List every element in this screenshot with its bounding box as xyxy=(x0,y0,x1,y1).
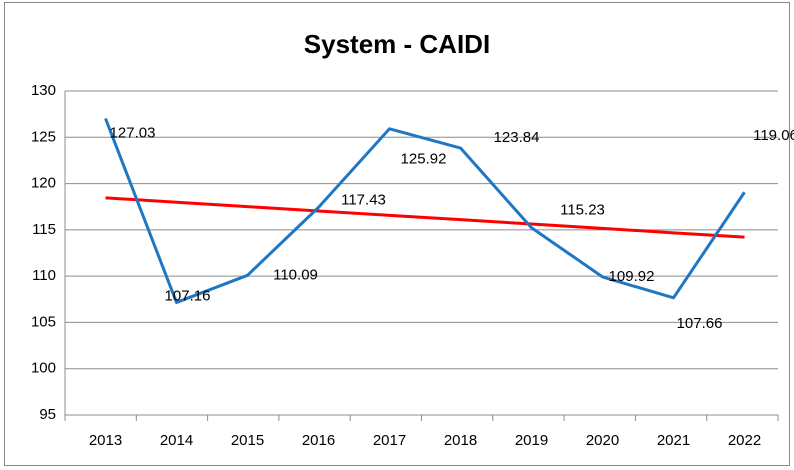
data-label: 107.16 xyxy=(165,287,211,304)
data-label: 127.03 xyxy=(110,124,156,141)
data-label: 119.06 xyxy=(753,127,794,144)
data-label: 125.92 xyxy=(401,151,447,168)
series-line xyxy=(104,117,746,304)
x-tick-label: 2021 xyxy=(657,432,690,449)
x-tick-label: 2013 xyxy=(89,432,122,449)
x-tick-label: 2016 xyxy=(302,432,335,449)
y-tick-label: 120 xyxy=(31,175,56,192)
data-label: 115.23 xyxy=(560,202,605,219)
data-label: 109.92 xyxy=(609,268,655,285)
x-tick-label: 2015 xyxy=(231,432,264,449)
chart-border xyxy=(4,2,790,466)
x-tick-label: 2022 xyxy=(728,432,761,449)
y-tick-label: 115 xyxy=(32,221,56,238)
x-tick-label: 2017 xyxy=(373,432,406,449)
y-tick-label: 110 xyxy=(32,267,56,284)
x-tick-label: 2018 xyxy=(444,432,477,449)
y-tick-label: 125 xyxy=(31,128,56,145)
x-tick-label: 2014 xyxy=(160,432,193,449)
data-label: 110.09 xyxy=(273,266,318,283)
y-tick-label: 100 xyxy=(31,360,56,377)
y-tick-label: 105 xyxy=(31,313,56,330)
trendline xyxy=(105,196,745,239)
y-tick-label: 130 xyxy=(31,82,56,99)
x-tick-label: 2019 xyxy=(515,432,548,449)
data-label: 117.43 xyxy=(341,191,386,208)
data-label: 123.84 xyxy=(494,129,540,146)
x-tick-label: 2020 xyxy=(586,432,619,449)
chart-title: System - CAIDI xyxy=(304,29,490,59)
y-tick-label: 95 xyxy=(39,406,56,423)
data-label: 107.66 xyxy=(677,315,723,332)
